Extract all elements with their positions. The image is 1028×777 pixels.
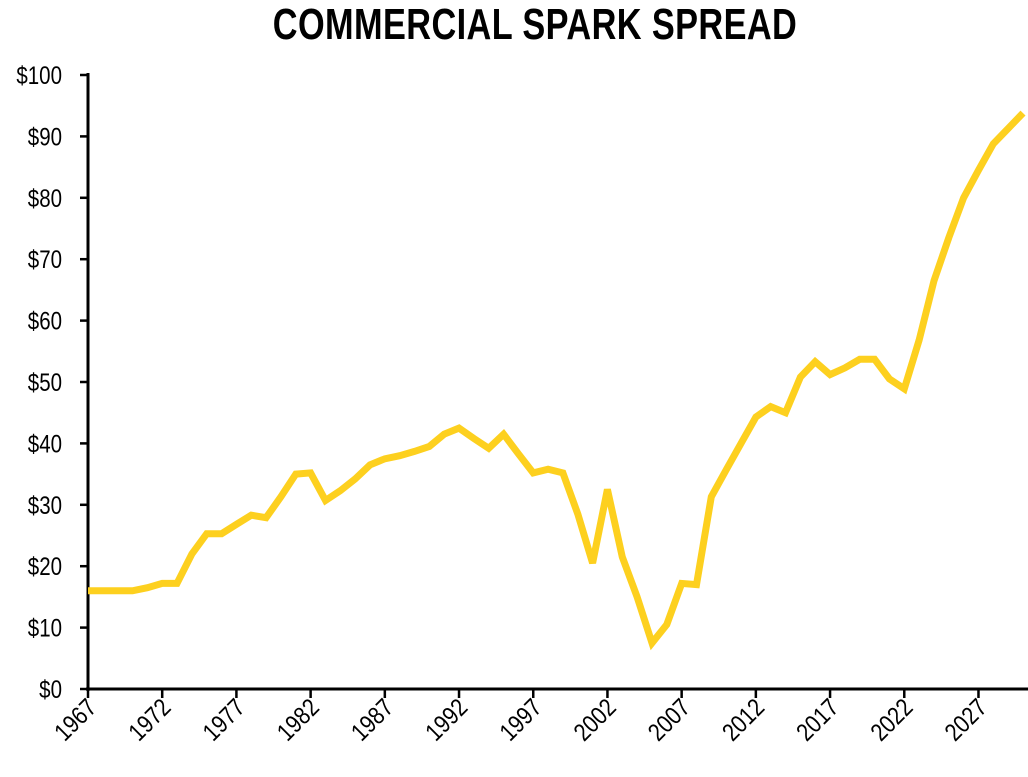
y-tick-label: $0: [39, 675, 62, 703]
y-tick-label: $20: [28, 552, 62, 580]
y-tick-label: $80: [28, 184, 62, 212]
x-tick-label: 2027: [939, 693, 992, 746]
x-tick-label: 1992: [420, 693, 473, 746]
y-tick-label: $60: [28, 307, 62, 335]
data-line: [88, 110, 1026, 651]
x-tick-label: 1972: [123, 693, 176, 746]
y-tick-label: $70: [28, 245, 62, 273]
x-tick-label: 1977: [197, 693, 250, 746]
x-tick-label: 2022: [865, 693, 918, 746]
x-tick-label: 2007: [642, 693, 695, 746]
x-tick-label: 1987: [345, 693, 398, 746]
chart-title: COMMERCIAL SPARK SPREAD: [272, 0, 798, 49]
x-tick-label: 2017: [791, 693, 844, 746]
x-tick-label: 2002: [568, 693, 621, 746]
x-tick-label: 1997: [494, 693, 547, 746]
x-tick-label: 1982: [271, 693, 324, 746]
y-tick-label: $30: [28, 491, 62, 519]
y-tick-label: $50: [28, 368, 62, 396]
x-tick-label: 2012: [716, 693, 769, 746]
y-tick-label: $10: [28, 614, 62, 642]
y-tick-label: $100: [16, 61, 62, 89]
y-tick-label: $90: [28, 122, 62, 150]
y-tick-label: $40: [28, 429, 62, 457]
